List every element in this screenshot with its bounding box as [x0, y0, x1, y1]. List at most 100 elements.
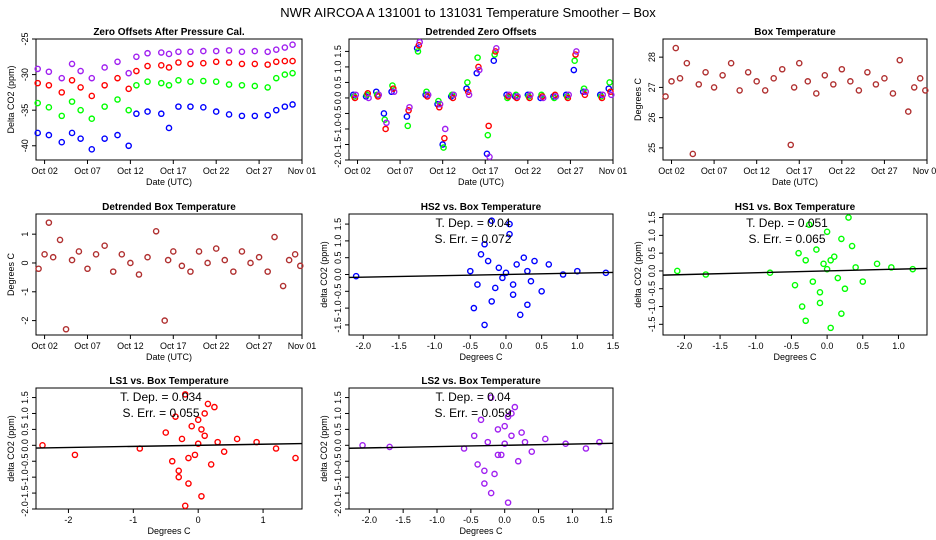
ls1-vs-box-ls1-point: [185, 454, 192, 462]
zero-offsets-hs2-point: [144, 108, 151, 115]
detrended-offsets-ls2-point: [450, 91, 458, 99]
detrended-offsets-hs1-point: [491, 51, 498, 58]
zero-offsets-hs1-point: [272, 74, 280, 82]
ls2-vs-box-x-tick-label: -2.0: [362, 515, 378, 525]
ls2-vs-box-x-tick-label: -1.5: [395, 515, 411, 525]
hs1-vs-box-hs1-point: [848, 242, 856, 250]
detrended-offsets-hs1-point: [440, 144, 447, 151]
zero-offsets-ls1-point: [45, 81, 53, 89]
box-temperature-box-point: [889, 90, 897, 97]
zero-offsets-hs1-point: [144, 78, 151, 86]
ls1-vs-box-annotation: S. Err. = 0.055: [122, 406, 199, 420]
ls1-vs-box-x-axis-label: Degrees C: [147, 526, 191, 536]
box-temperature-box-point: [855, 87, 863, 94]
ls1-vs-box-ls1-point: [194, 416, 202, 424]
hs1-vs-box-x-tick-label: -0.5: [784, 341, 800, 351]
zero-offsets-x-tick-label: Oct 12: [117, 166, 144, 176]
hs1-vs-box-hs1-point: [798, 303, 806, 310]
detrended-box-box-point: [152, 227, 160, 235]
detrended-offsets-ls1-point: [415, 41, 423, 49]
box-temperature-box-point: [710, 84, 718, 91]
ls2-vs-box-x-tick-label: 0.0: [498, 515, 511, 525]
ls2-vs-box-ls2-point: [474, 461, 481, 468]
box-temperature-box-point: [695, 81, 703, 88]
detrended-offsets-ls2-point: [539, 94, 547, 102]
zero-offsets-y-axis-label: Delta CO2 (ppm): [6, 65, 16, 133]
detrended-box-box-point: [144, 253, 151, 261]
zero-offsets-ls2-point: [34, 65, 42, 73]
detrended-box-title: Detrended Box Temperature: [102, 202, 236, 213]
box-temperature-x-tick-label: Nov 01: [913, 166, 936, 176]
zero-offsets-ls2-point: [272, 46, 280, 53]
detrended-offsets-y-tick-label: -0.5: [333, 106, 343, 122]
zero-offsets-y-tick-label: -40: [20, 139, 30, 152]
ls2-vs-box-fit-line: [348, 442, 614, 449]
detrended-box-y-axis-label: Degrees C: [6, 252, 16, 296]
zero-offsets-ls2-point: [101, 64, 108, 71]
box-temperature-box-point: [787, 141, 795, 149]
detrended-box-box-point: [169, 248, 177, 255]
hs1-vs-box-hs1-point: [673, 267, 681, 275]
zero-offsets-hs1-point: [45, 104, 53, 111]
ls1-vs-box-y-tick-label: -2.0: [20, 501, 30, 517]
box-temperature-x-tick-label: Oct 17: [786, 166, 813, 176]
hs1-vs-box-hs1-point: [838, 235, 845, 243]
box-temperature-box-point: [864, 68, 871, 76]
detrended-box-box-point: [279, 282, 287, 290]
ls1-vs-box-y-tick-label: 0.5: [20, 423, 30, 436]
ls1-vs-box-ls1-point: [188, 422, 196, 430]
ls2-vs-box-ls2-point: [518, 429, 525, 436]
zero-offsets-ls2-point: [68, 60, 76, 68]
ls1-vs-box-ls1-point: [198, 426, 205, 433]
ls1-vs-box-ls1-point: [272, 445, 280, 452]
zero-offsets-ls1-point: [101, 81, 108, 89]
zero-offsets-ls1-point: [68, 76, 76, 84]
ls1-vs-box-plot-frame: [35, 387, 303, 510]
zero-offsets-hs2-point: [58, 138, 66, 146]
ls2-vs-box-ls2-point: [521, 438, 529, 446]
zero-offsets-ls1-point: [187, 60, 194, 68]
box-temperature-box-point: [804, 78, 812, 85]
hs1-vs-box-hs1-point: [809, 278, 817, 285]
zero-offsets-ls1-point: [144, 62, 151, 70]
detrended-offsets-ls1-point: [492, 48, 499, 55]
zero-offsets-ls2-point: [251, 47, 259, 55]
hs2-vs-box-x-tick-label: 1.0: [571, 341, 584, 351]
ls2-vs-box-ls2-point: [511, 403, 519, 411]
zero-offsets-hs1-point: [77, 106, 84, 114]
hs2-vs-box-y-tick-label: -1.0: [333, 300, 343, 316]
box-temperature-x-tick-label: Oct 27: [871, 166, 898, 176]
zero-offsets-x-tick-label: Oct 17: [160, 166, 187, 176]
hs2-vs-box-hs2-point: [495, 264, 503, 272]
box-temperature-x-tick-label: Oct 07: [701, 166, 728, 176]
zero-offsets-ls1-point: [251, 60, 259, 68]
hs2-vs-box-y-tick-label: 0.0: [333, 268, 343, 281]
detrended-box-x-tick-label: Oct 22: [203, 341, 230, 351]
detrended-offsets-hs1-point: [404, 122, 412, 130]
hs2-vs-box-hs2-point: [352, 272, 360, 280]
ls2-vs-box-ls2-point: [484, 438, 492, 446]
hs1-vs-box-hs1-point: [813, 246, 820, 253]
detrended-offsets-ls2-point: [475, 66, 483, 74]
detrended-offsets-ls2-point: [365, 94, 372, 102]
hs1-vs-box-y-tick-label: -0.5: [647, 281, 657, 297]
box-temperature-box-point: [795, 59, 803, 67]
zero-offsets-hs1-point: [58, 112, 66, 120]
ls2-vs-box-y-tick-label: -1.5: [333, 485, 343, 501]
ls2-vs-box-x-tick-label: -1.0: [429, 515, 445, 525]
detrended-box-x-tick-label: Nov 01: [288, 341, 317, 351]
hs2-vs-box-y-tick-label: 0.5: [333, 251, 343, 264]
detrended-box-box-point: [92, 251, 100, 258]
hs1-vs-box-hs1-point: [838, 310, 845, 317]
ls1-vs-box-y-tick-label: -1.0: [20, 469, 30, 485]
detrended-box-box-point: [75, 248, 83, 255]
zero-offsets-hs2-point: [238, 112, 246, 120]
hs2-vs-box-hs2-point: [502, 269, 510, 277]
detrended-box-box-point: [271, 233, 278, 241]
zero-offsets-ls2-point: [238, 48, 246, 56]
detrended-offsets-ls2-point: [565, 91, 573, 99]
zero-offsets-hs1-point: [125, 106, 132, 114]
zero-offsets-y-tick-label: -30: [20, 68, 30, 81]
hs1-vs-box-hs1-point: [795, 249, 802, 257]
detrended-offsets-hs1-point: [464, 79, 471, 86]
